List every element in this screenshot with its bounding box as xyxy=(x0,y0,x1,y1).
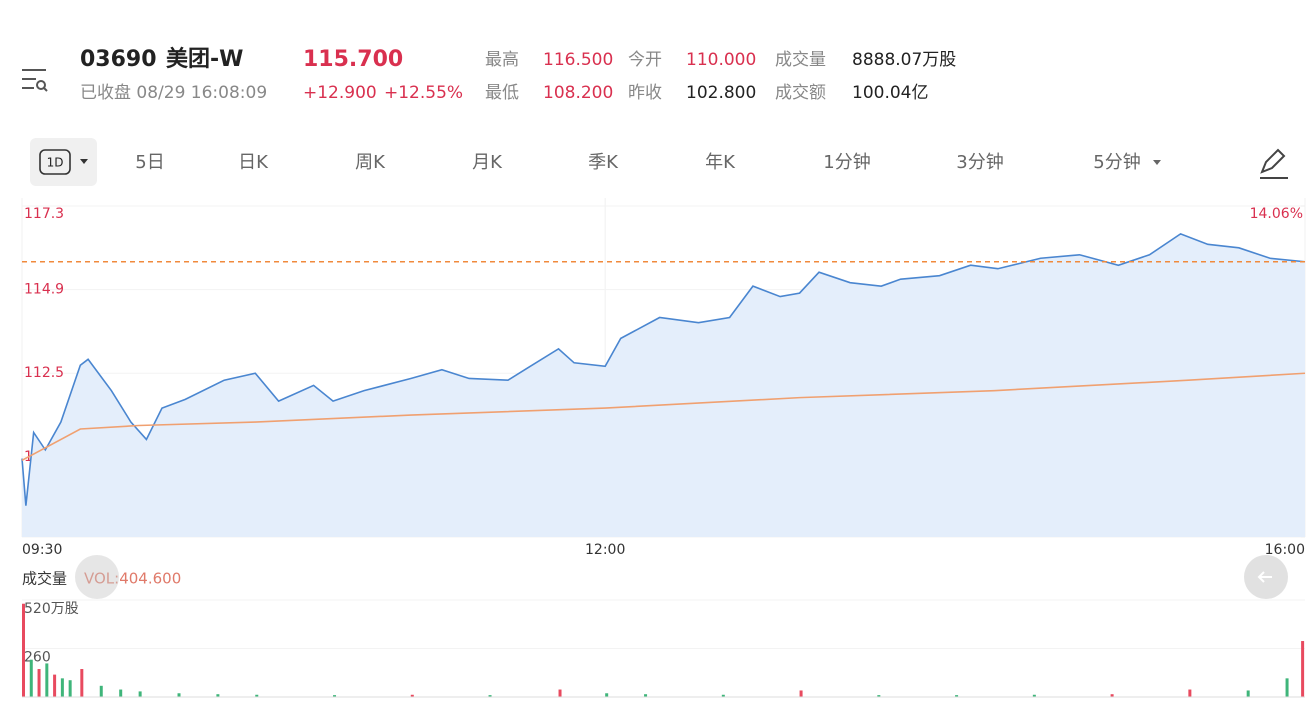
stat-value: 100.04亿 xyxy=(852,83,928,103)
volume-bar xyxy=(45,663,49,697)
stat-label: 最高 xyxy=(485,50,519,70)
volume-bar xyxy=(955,695,959,697)
volume-bar xyxy=(1188,689,1192,697)
x-tick-label: 16:00 xyxy=(1265,542,1305,558)
stock-name: 美团-W xyxy=(166,46,243,72)
volume-bar xyxy=(488,695,492,697)
change: +12.900 xyxy=(303,83,377,103)
volume-tick-label: 520万股 xyxy=(24,601,79,617)
volume-text: VOL:404.600 xyxy=(84,570,181,588)
volume-bar xyxy=(333,695,337,697)
tab[interactable]: 周K xyxy=(355,152,386,173)
tab[interactable]: 3分钟 xyxy=(956,152,1003,173)
stat-label: 最低 xyxy=(485,83,519,103)
volume-bar xyxy=(558,689,562,697)
volume-bar xyxy=(644,694,648,697)
change-pct: +12.55% xyxy=(384,83,463,103)
stat-value: 102.800 xyxy=(686,83,756,103)
y-tick-label: 114.9 xyxy=(24,282,64,298)
volume-bar xyxy=(410,694,414,697)
volume-bar xyxy=(22,603,25,697)
volume-bar xyxy=(177,693,181,697)
stat-value: 110.000 xyxy=(686,50,756,70)
volume-bar xyxy=(80,669,84,697)
volume-tick-label: 260 xyxy=(24,650,51,666)
float-button[interactable] xyxy=(75,555,119,599)
volume-bar xyxy=(68,680,72,697)
volume-bar xyxy=(605,693,609,697)
tab[interactable]: 季K xyxy=(588,152,619,173)
volume-bar xyxy=(255,694,259,697)
price: 115.700 xyxy=(303,47,403,72)
volume-bar xyxy=(1032,694,1036,697)
caret xyxy=(1153,160,1161,165)
y-tick-label: 117.3 xyxy=(24,206,64,222)
pen-icon[interactable] xyxy=(1260,148,1288,179)
volume-bar xyxy=(1301,641,1305,697)
volume-bar xyxy=(1246,690,1250,697)
tab[interactable]: 1分钟 xyxy=(823,152,870,173)
status: 已收盘 08/29 16:08:09 xyxy=(80,83,267,103)
tab-box xyxy=(39,149,71,175)
stat-value: 8888.07万股 xyxy=(852,50,956,70)
volume-bar xyxy=(216,694,220,697)
volume-bar xyxy=(138,691,142,697)
price-area xyxy=(22,233,1305,537)
tab[interactable]: 5分钟 xyxy=(1093,152,1140,173)
volume-bar xyxy=(799,690,803,697)
volume-bar xyxy=(119,689,123,697)
stat-label: 成交额 xyxy=(775,83,826,103)
volume-bar xyxy=(60,678,64,697)
price-line xyxy=(21,232,1306,506)
x-tick-label: 09:30 xyxy=(22,542,62,558)
x-tick-label: 12:00 xyxy=(585,542,625,558)
tab[interactable]: 1D xyxy=(47,156,64,170)
volume-bar xyxy=(99,685,103,697)
tab[interactable]: 日K xyxy=(238,152,269,173)
stock-code: 03690 xyxy=(80,47,157,72)
y2-tick-label: 14.06% xyxy=(1250,206,1303,222)
volume-bar xyxy=(37,669,41,697)
stat-label: 今开 xyxy=(628,50,662,70)
volume-bar xyxy=(29,659,33,697)
tab[interactable]: 月K xyxy=(472,152,503,173)
caret xyxy=(80,159,88,164)
volume-label: 成交量 xyxy=(22,570,67,588)
volume-bar xyxy=(721,694,725,697)
volume-bar xyxy=(53,674,57,697)
stat-label: 昨收 xyxy=(628,83,662,103)
tab[interactable]: 年K xyxy=(705,152,736,173)
back-arrow xyxy=(1257,571,1272,583)
volume-bar xyxy=(1110,694,1114,697)
volume-bar xyxy=(877,695,881,697)
stat-label: 成交量 xyxy=(775,50,826,70)
menu-icon[interactable] xyxy=(22,69,48,92)
average-line xyxy=(21,372,1306,462)
stat-value: 116.500 xyxy=(543,50,613,70)
volume-bar xyxy=(1285,678,1289,697)
y-tick-label: 112.5 xyxy=(24,365,64,381)
tab[interactable]: 5日 xyxy=(135,152,164,173)
stat-value: 108.200 xyxy=(543,83,613,103)
